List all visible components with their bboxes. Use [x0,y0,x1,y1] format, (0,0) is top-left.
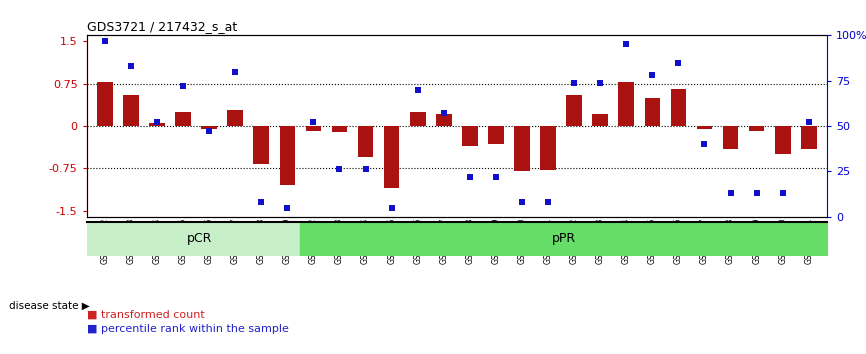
Point [541,199,555,205]
Bar [592,114,608,126]
Bar [436,114,451,126]
Point [176,83,190,89]
Text: ■ percentile rank within the sample: ■ percentile rank within the sample [87,324,288,334]
Text: pCR: pCR [187,232,213,245]
Bar [306,126,321,131]
Point [593,80,607,85]
Point [619,42,633,47]
Point [229,69,242,74]
Bar [540,126,556,170]
Bar [514,126,530,171]
Text: GDS3721 / 217432_s_at: GDS3721 / 217432_s_at [87,20,236,33]
Bar [801,126,817,149]
Bar [618,82,634,126]
Point [463,174,477,179]
Point [750,190,764,196]
Text: ■ transformed count: ■ transformed count [87,310,204,320]
Point [98,38,112,44]
Point [359,167,372,172]
Point [645,73,659,78]
Bar [123,95,139,126]
Point [802,120,816,125]
Bar [358,126,373,157]
Point [202,129,216,134]
Bar [384,126,399,188]
Bar [775,126,791,154]
Bar [644,98,660,126]
Point [567,80,581,85]
Point [385,205,398,210]
Bar [462,126,478,146]
Point [724,190,738,196]
Bar [488,126,504,144]
Bar [254,126,269,165]
Bar [149,123,165,126]
Point [776,190,790,196]
Point [671,60,685,65]
Point [515,199,529,205]
Bar [228,110,243,126]
Bar [410,112,425,126]
Point [150,120,164,125]
Bar [280,126,295,185]
Bar [566,95,582,126]
Point [410,87,424,93]
Bar [723,126,739,149]
Point [489,174,503,179]
Bar [97,82,113,126]
Bar [175,112,191,126]
Point [333,167,346,172]
Point [436,110,450,116]
Text: pPR: pPR [552,232,576,245]
Bar [696,126,713,129]
Bar [749,126,765,131]
Point [124,63,138,69]
Bar [670,89,686,126]
Bar [332,126,347,132]
Point [307,120,320,125]
Point [255,199,268,205]
Point [698,141,712,147]
Point [281,205,294,210]
Bar [201,126,217,129]
Text: disease state ▶: disease state ▶ [9,301,89,311]
